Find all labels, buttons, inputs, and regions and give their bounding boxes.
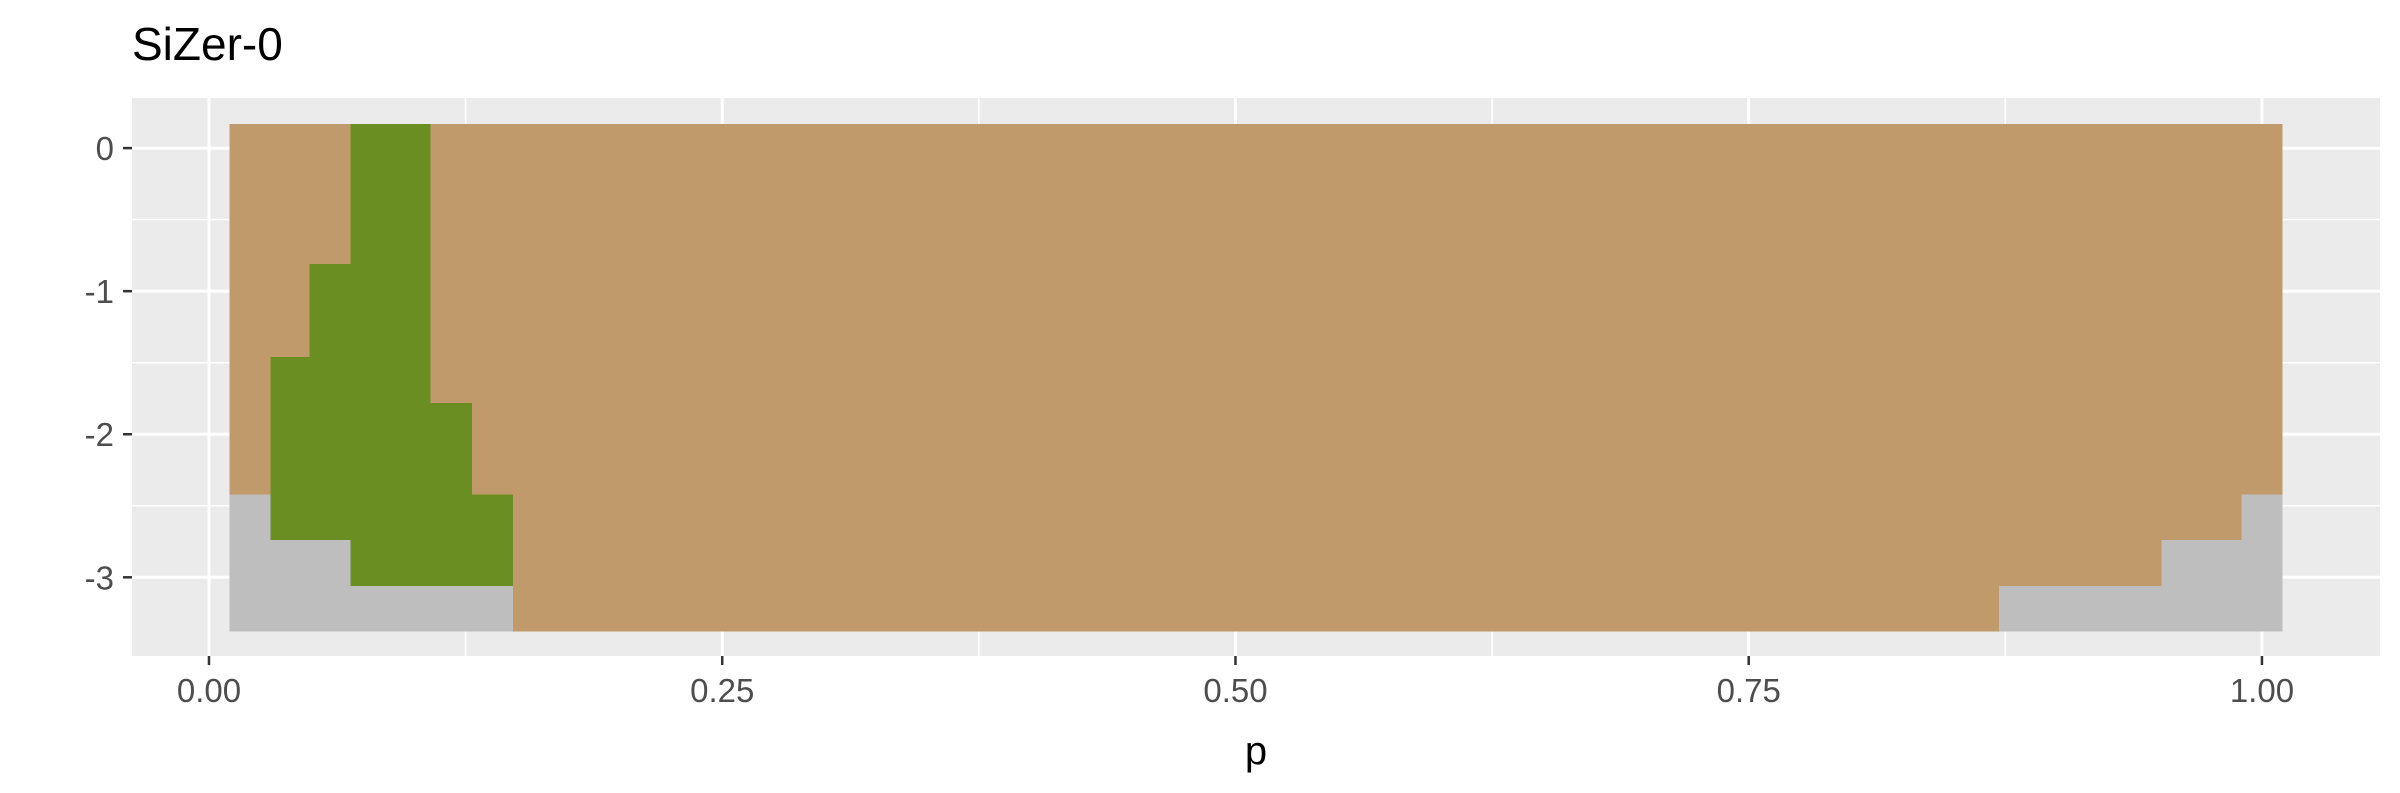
x-tick-label: 0.50: [1203, 672, 1267, 709]
axes: 0.00 0.25 0.50 0.75 1.00 0 -1 -2 -3: [85, 130, 2294, 709]
sizer-cell-insufficient-data: [2161, 540, 2242, 632]
y-tick-label: -3: [85, 559, 114, 596]
sizer-cell-significant-increase: [471, 494, 513, 586]
sizer-cells: [229, 123, 2283, 632]
sizer-cell-insufficient-data: [229, 494, 271, 632]
sizer-cell-significant-increase: [430, 402, 472, 586]
y-tick-label: -2: [85, 416, 114, 453]
y-tick-label: -1: [85, 273, 114, 310]
x-tick-label: 0.75: [1717, 672, 1781, 709]
sizer-cell-insufficient-data: [2241, 494, 2283, 632]
sizer-cell-insufficient-data: [350, 585, 513, 632]
x-tick-label: 0.25: [690, 672, 754, 709]
sizer-cell-significant-increase: [350, 123, 431, 586]
sizer-cell-not-significant: [229, 123, 2283, 632]
sizer-cell-significant-increase: [270, 356, 310, 541]
sizer-cell-insufficient-data: [1999, 585, 2162, 632]
x-tick-label: 0.00: [177, 672, 241, 709]
x-axis-title: p: [1245, 729, 1267, 773]
y-tick-label: 0: [96, 130, 114, 167]
chart-title: SiZer-0: [132, 18, 283, 70]
sizer-cell-significant-increase: [309, 263, 351, 541]
x-tick-label: 1.00: [2230, 672, 2294, 709]
sizer-cell-insufficient-data: [270, 540, 351, 632]
